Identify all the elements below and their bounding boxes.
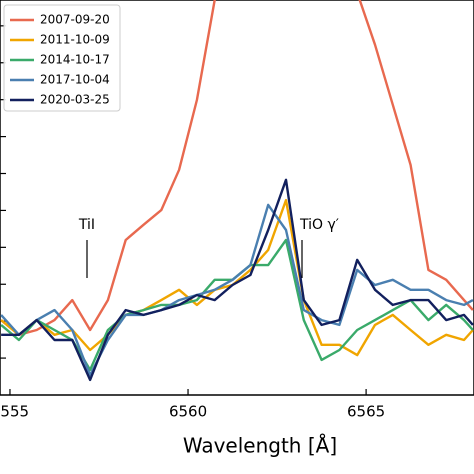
series-line [0, 198, 474, 357]
series-line [0, 238, 474, 372]
lines [0, 0, 474, 382]
annotation: TiO γ′ [299, 217, 339, 233]
ticks: 6555 6560 6565 [0, 25, 385, 421]
legend-box [3, 4, 121, 112]
series-line [0, 0, 474, 336]
x-axis-label: Wavelength [Å] [183, 434, 337, 458]
x-tick-label: 6565 [347, 403, 385, 421]
plot-frame [0, 0, 474, 396]
annotation: TiI [78, 217, 95, 233]
legend-label: 2017-10-04 [40, 73, 110, 87]
legend-label: 2011-10-09 [40, 33, 110, 47]
legend-label: 2014-10-17 [40, 53, 110, 67]
series-line [0, 203, 474, 377]
x-tick-label: 6560 [169, 403, 207, 421]
legend: 2007-09-20 2011-10-09 2014-10-17 2017-10-04… [3, 4, 121, 112]
legend-label: 2007-09-20 [40, 13, 110, 27]
legend-label: 2020-03-25 [40, 93, 110, 107]
x-tick-label: 6555 [0, 403, 29, 421]
series-line [1, 178, 474, 382]
